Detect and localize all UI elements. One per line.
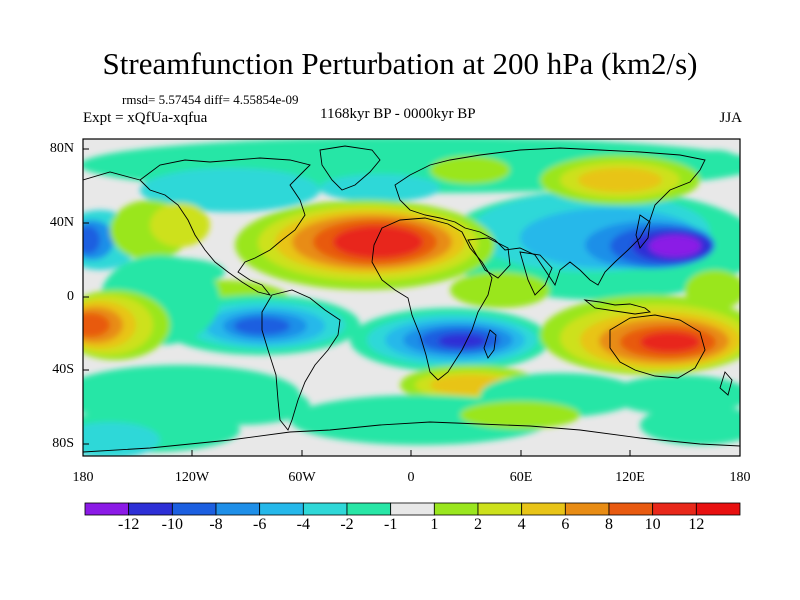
field-contour-pos-10 bbox=[640, 332, 700, 352]
experiment-label: Expt = xQfUa-xqfua bbox=[83, 110, 208, 126]
colorbar-swatch bbox=[477, 502, 523, 516]
lon-label-120e: 120E bbox=[615, 470, 645, 485]
colorbar-swatch bbox=[171, 502, 217, 516]
field-contour-neg-2 bbox=[140, 168, 320, 212]
lon-label-120w: 120W bbox=[174, 470, 210, 485]
coast-australia bbox=[609, 314, 706, 379]
colorbar-swatch bbox=[521, 502, 566, 516]
colorbar-label: 6 bbox=[561, 516, 570, 533]
coast-eurasia bbox=[394, 147, 706, 287]
field-contour-pos-1 bbox=[430, 156, 510, 184]
field-contour-pos-8 bbox=[83, 313, 110, 337]
colorbar-swatch bbox=[608, 502, 654, 516]
colorbar-swatch bbox=[128, 502, 173, 516]
colorbar-label: 4 bbox=[517, 516, 526, 533]
season-label: JJA bbox=[719, 110, 742, 126]
colorbar-label: 1 bbox=[430, 516, 439, 533]
colorbar-label: 12 bbox=[688, 516, 705, 533]
lat-label-80n: 80N bbox=[49, 141, 74, 156]
coast-new-zealand bbox=[719, 371, 733, 396]
field-contour-neg-1 bbox=[610, 375, 740, 415]
stats-text: rmsd= 5.57454 diff= 4.55854e-09 bbox=[122, 92, 299, 107]
field-contour-neg-2 bbox=[320, 174, 440, 202]
colorbar-label: -6 bbox=[252, 516, 267, 533]
field-contour-pos-1 bbox=[450, 272, 550, 308]
coast-arabia bbox=[467, 237, 511, 279]
colorbar-swatch bbox=[652, 502, 697, 516]
coast-madagascar bbox=[483, 329, 497, 359]
colorbar-label: 8 bbox=[605, 516, 613, 533]
lat-label-0: 0 bbox=[67, 289, 74, 304]
colorbar-label: 2 bbox=[474, 516, 482, 533]
lat-label-40s: 40S bbox=[52, 362, 74, 377]
lat-label-40n: 40N bbox=[49, 215, 74, 230]
coast-greenland bbox=[319, 145, 381, 191]
colorbar-swatch bbox=[259, 502, 304, 516]
colorbar-label: -2 bbox=[340, 516, 354, 533]
coast-south-america bbox=[261, 289, 341, 431]
field-contour-pos-2 bbox=[150, 203, 210, 247]
axis-ticks bbox=[82, 148, 741, 456]
period-label: 1168kyr BP - 0000kyr BP bbox=[320, 106, 476, 122]
field-contour-neg-1 bbox=[640, 405, 740, 445]
coast-north-america bbox=[139, 157, 311, 296]
colorbar bbox=[84, 502, 741, 516]
lon-label-60e: 60E bbox=[509, 470, 533, 485]
coast-alaska bbox=[83, 171, 141, 181]
field-contour-pos-4 bbox=[578, 168, 662, 192]
colorbar-label: 10 bbox=[644, 516, 661, 533]
field-contour-neg-2 bbox=[83, 422, 160, 456]
lon-label-60w: 60W bbox=[288, 470, 316, 485]
colorbar-swatch bbox=[84, 502, 130, 516]
field-contour-neg-10 bbox=[438, 334, 486, 348]
lon-label-180w: 180 bbox=[72, 470, 94, 485]
streamfunction-field bbox=[83, 139, 740, 456]
colorbar-swatch bbox=[564, 502, 610, 516]
colorbar-swatch bbox=[215, 502, 261, 516]
colorbar-swatch bbox=[390, 502, 435, 516]
lon-label-0: 0 bbox=[407, 470, 415, 485]
colorbar-swatch bbox=[433, 502, 479, 516]
colorbar-label: -10 bbox=[161, 516, 183, 533]
colorbar-label: -8 bbox=[209, 516, 223, 533]
lat-label-80s: 80S bbox=[52, 436, 74, 451]
colorbar-swatch bbox=[302, 502, 348, 516]
field-contour-neg-12 bbox=[649, 235, 701, 257]
field-contour-pos-1 bbox=[460, 401, 580, 429]
chart-title: Streamfunction Perturbation at 200 hPa (… bbox=[102, 46, 698, 81]
field-contour-neg-1 bbox=[690, 150, 740, 174]
colorbar-label: -1 bbox=[383, 516, 398, 533]
colorbar-swatch bbox=[695, 502, 741, 516]
colorbar-label: -12 bbox=[117, 516, 140, 533]
field-contour-neg-8 bbox=[83, 226, 100, 254]
coast-india bbox=[519, 251, 553, 296]
colorbar-label: -4 bbox=[296, 516, 310, 533]
field-contour-pos-10 bbox=[333, 226, 423, 258]
coastlines bbox=[83, 145, 740, 453]
coast-indonesia bbox=[583, 299, 652, 315]
colorbar-swatch bbox=[346, 502, 392, 516]
coast-africa bbox=[371, 217, 493, 381]
coast-japan bbox=[635, 214, 651, 249]
lon-label-180e: 180 bbox=[729, 470, 751, 485]
coast-antarctica bbox=[83, 421, 740, 453]
